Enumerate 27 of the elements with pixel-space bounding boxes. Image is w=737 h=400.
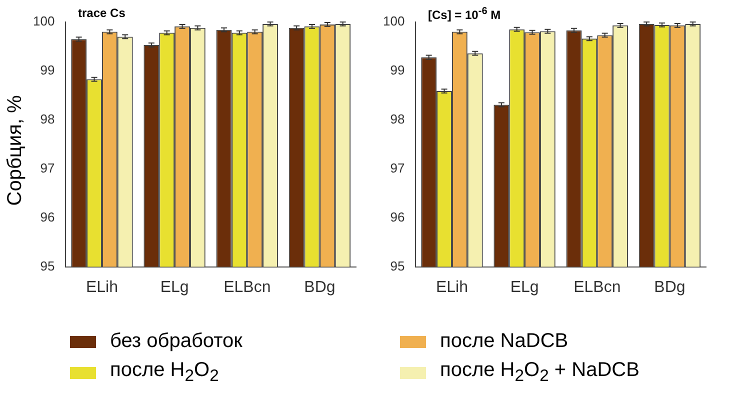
legend-label: после H$_{2}$O$_{2}$ + NaDCB: [440, 359, 640, 386]
x-tick-label: BDg: [654, 278, 686, 296]
y-tick-label: 100: [32, 14, 55, 29]
y-axis-title: Сорбция, %: [4, 94, 26, 206]
x-tick-label: ELg: [160, 278, 189, 296]
legend-label: без обработок: [110, 330, 242, 353]
legend-label: после H$_{2}$O$_{2}$: [110, 359, 219, 386]
y-tick-label: 99: [390, 62, 405, 78]
y-tick-label: 95: [40, 258, 55, 274]
y-tick-label: 100: [382, 14, 405, 29]
x-tick-label: ELih: [86, 278, 118, 296]
chart-title: trace Cs: [78, 6, 126, 20]
y-tick-label: 97: [40, 160, 55, 176]
y-tick-label: 97: [390, 160, 405, 176]
x-tick-label: ELBcn: [224, 278, 271, 296]
x-tick-label: ELg: [510, 278, 539, 296]
y-tick-label: 99: [40, 62, 55, 78]
legend-label: после NaDCB: [440, 330, 568, 353]
x-tick-label: BDg: [304, 278, 336, 296]
y-tick-label: 95: [390, 258, 405, 274]
chart-title: [Cs] = 10$^{-6}$ M: [428, 6, 501, 22]
x-tick-label: ELih: [436, 278, 468, 296]
x-tick-label: ELBcn: [574, 278, 621, 296]
y-tick-label: 98: [40, 112, 55, 126]
y-tick-label: 96: [390, 209, 405, 224]
y-tick-label: 98: [390, 112, 405, 126]
y-tick-label: 96: [40, 209, 55, 224]
